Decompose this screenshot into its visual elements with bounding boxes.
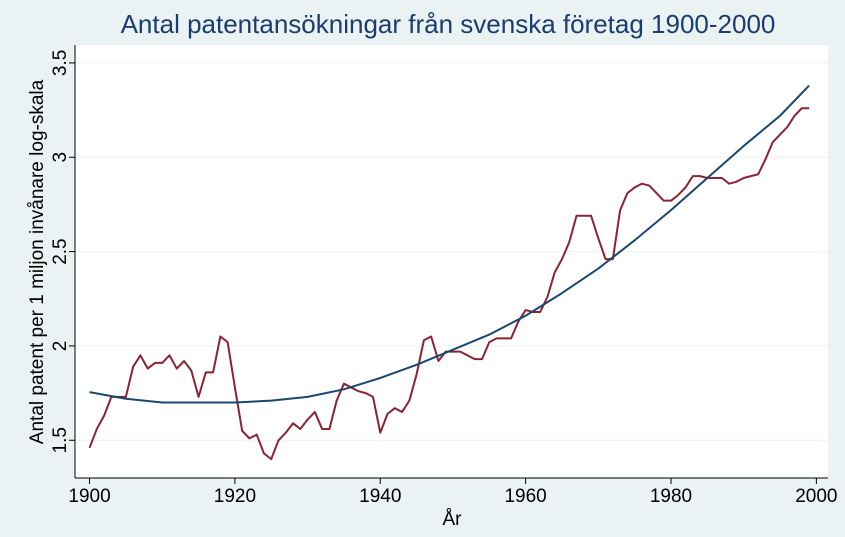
- x-tick-label: 1980: [650, 486, 692, 507]
- y-tick-label: 1.5: [50, 427, 71, 453]
- chart-title: Antal patentansökningar från svenska för…: [121, 9, 776, 39]
- x-tick-label: 1940: [359, 486, 401, 507]
- y-axis-label: Antal patent per 1 miljon invånare log-s…: [27, 79, 48, 444]
- x-tick-label: 1900: [68, 486, 110, 507]
- y-tick-label: 3: [50, 152, 71, 163]
- x-axis-label: År: [443, 509, 463, 530]
- x-tick-label: 1960: [504, 486, 546, 507]
- x-tick-label: 2000: [795, 486, 837, 507]
- y-tick-label: 2.5: [50, 238, 71, 264]
- y-tick-label: 2: [50, 341, 71, 352]
- y-tick-label: 3.5: [50, 50, 71, 76]
- line-series: [89, 84, 810, 404]
- plot-area: [75, 45, 828, 478]
- x-tick-label: 1920: [214, 486, 256, 507]
